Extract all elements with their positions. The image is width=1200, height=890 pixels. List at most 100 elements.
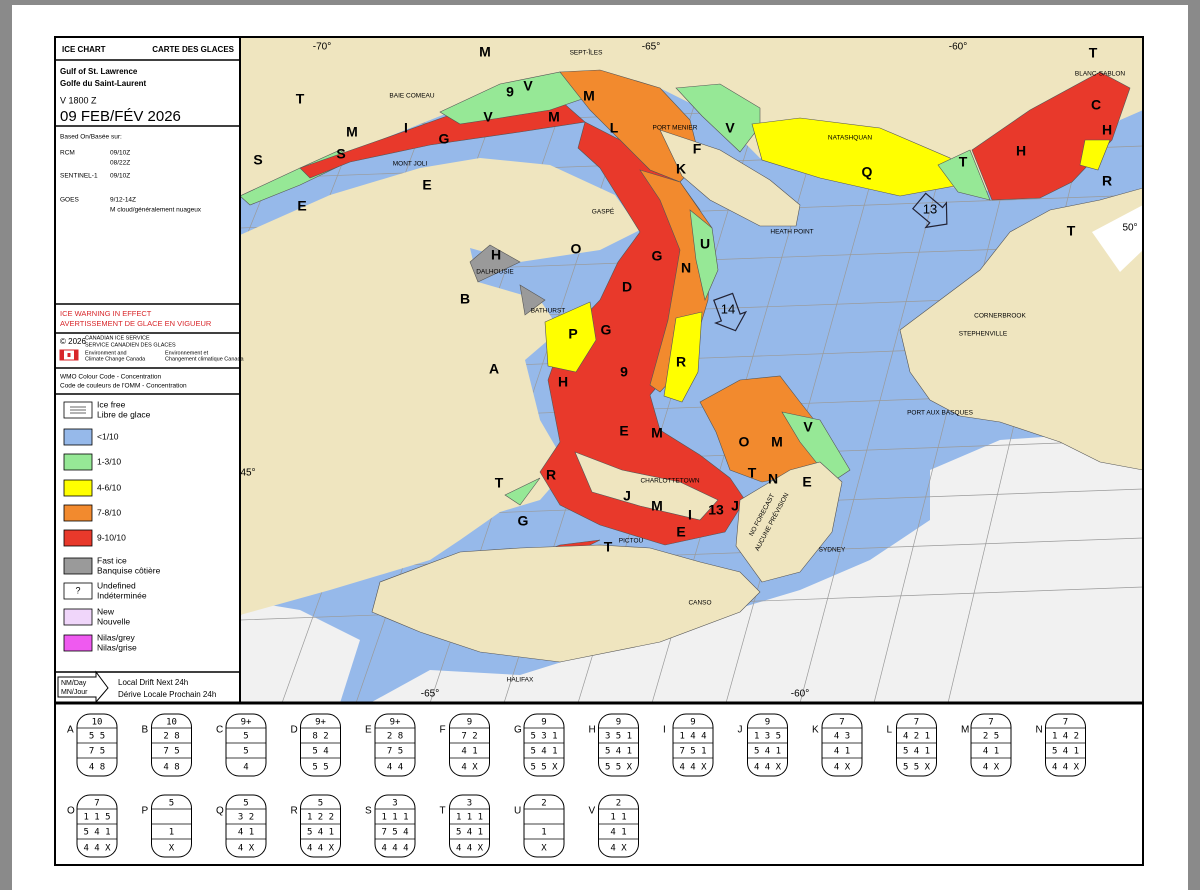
drift-speed: 14: [721, 301, 735, 316]
egg-row: 4 4 X: [307, 844, 335, 854]
drift-arrow: [912, 192, 948, 229]
region-label: T: [296, 91, 305, 107]
region-label: N: [768, 471, 778, 487]
legend-swatch: [63, 479, 93, 497]
egg-id: G: [514, 725, 522, 736]
ice-area: [504, 477, 541, 506]
egg-outline: [523, 794, 565, 858]
region-label: K: [676, 161, 686, 177]
region-label: O: [739, 434, 750, 450]
egg-row: 4 X: [238, 844, 255, 854]
egg-outline: [672, 713, 714, 777]
region-label: G: [652, 248, 663, 264]
egg-row: 4 1: [238, 828, 254, 838]
region-label: C: [1091, 97, 1101, 113]
egg-id: Q: [216, 806, 224, 817]
egg-row: 5 4 1: [1052, 747, 1079, 757]
open-ocean: [240, 600, 360, 703]
egg-id: F: [440, 725, 446, 736]
egg-outline: [1045, 713, 1086, 777]
egg-row: 4 2 1: [903, 732, 930, 742]
egg-total: 9: [467, 718, 472, 728]
egg-id: M: [961, 725, 969, 736]
region-label: G: [439, 131, 450, 147]
egg-row: 1 1: [610, 813, 626, 823]
egg-row: 4 X: [610, 844, 627, 854]
egg-row: 3 5 1: [605, 732, 632, 742]
egg-total: 10: [92, 718, 103, 728]
egg-id: A: [67, 725, 74, 736]
egg-row: 5 5: [312, 763, 328, 773]
region-label: F: [693, 141, 702, 157]
egg-total: 9: [616, 718, 621, 728]
egg-outline: [523, 713, 565, 777]
egg-row: 4 4 X: [754, 763, 782, 773]
department: Climate Change Canada: [85, 356, 146, 362]
egg-row: 5 4 1: [83, 828, 110, 838]
date: 09 FEB/FÉV 2026: [60, 108, 181, 125]
swatch-mark: ?: [75, 585, 80, 595]
flag: [67, 353, 71, 357]
legend-label: Fast ice: [97, 555, 127, 565]
egg-total: 7: [1063, 718, 1068, 728]
egg-total: 5: [318, 799, 323, 809]
egg-total: 7: [988, 718, 993, 728]
region-label: V: [725, 120, 735, 136]
egg-row: 5 5 X: [530, 763, 558, 773]
region-label: H: [1102, 122, 1112, 138]
department-fr: Changement climatique Canada: [165, 356, 245, 362]
egg-row: 5 3 1: [530, 732, 557, 742]
warning: ICE WARNING IN EFFECT: [60, 309, 152, 318]
ice-area: [781, 411, 851, 483]
open-ocean: [370, 430, 1143, 703]
egg-row: 4 4 X: [456, 844, 484, 854]
egg-total: 3: [467, 799, 472, 809]
legend-label: Nilas/grise: [97, 642, 137, 652]
egg-row: 4 1: [834, 747, 850, 757]
map: -70° -65° -60° 50° 45° -65° -60° SEPT-ÎLES BAIE …: [240, 37, 1143, 703]
warning: AVERTISSEMENT DE GLACE EN VIGUEUR: [60, 319, 212, 328]
egg-row: 7 5: [163, 747, 179, 757]
egg-outline: [598, 713, 639, 777]
region-label: 9: [506, 84, 514, 100]
egg-row: 1: [541, 828, 546, 838]
egg-row: 2 5: [983, 732, 999, 742]
region-label: A: [489, 361, 499, 377]
egg-row: 1 1 5: [83, 813, 110, 823]
place-name: STEPHENVILLE: [959, 331, 1008, 338]
region-label: I: [404, 120, 408, 136]
region-label: M: [548, 109, 560, 125]
region-label: N: [681, 260, 691, 276]
anticosti: [659, 129, 801, 227]
egg-total: 9+: [390, 718, 401, 728]
place-name: CANSO: [688, 600, 711, 607]
region-label: M: [346, 124, 358, 140]
legend-label: 1-3/10: [97, 456, 121, 466]
ice-area: [663, 311, 703, 403]
egg-outline: [896, 713, 937, 777]
egg-row: 1 3 5: [754, 732, 781, 742]
egg-outline: [300, 713, 341, 777]
ice-area: [469, 244, 521, 283]
labrador-ice-free: [1092, 205, 1143, 272]
copyright: © 2026: [60, 337, 86, 346]
region-label: G: [518, 513, 529, 529]
legend-label: Ice free: [97, 399, 126, 409]
egg-row: 4 1: [983, 747, 999, 757]
legend-swatch: [63, 582, 93, 600]
egg-outline: [747, 713, 788, 777]
region-label: T: [959, 154, 968, 170]
region-label: T: [748, 465, 757, 481]
egg-row: 7 5 4: [381, 828, 408, 838]
egg-outline: [76, 713, 118, 777]
source-time: 09/10Z: [110, 173, 130, 180]
egg-outline: [970, 713, 1012, 777]
place-name: BAIE COMEAU: [389, 93, 434, 100]
legend-label: Indéterminée: [97, 590, 147, 600]
place-name: PICTOU: [619, 538, 644, 545]
legend-swatch: [63, 428, 93, 446]
place-name: CORNERBROOK: [974, 313, 1026, 320]
egg-id: C: [216, 725, 223, 736]
egg-total: 9: [690, 718, 695, 728]
